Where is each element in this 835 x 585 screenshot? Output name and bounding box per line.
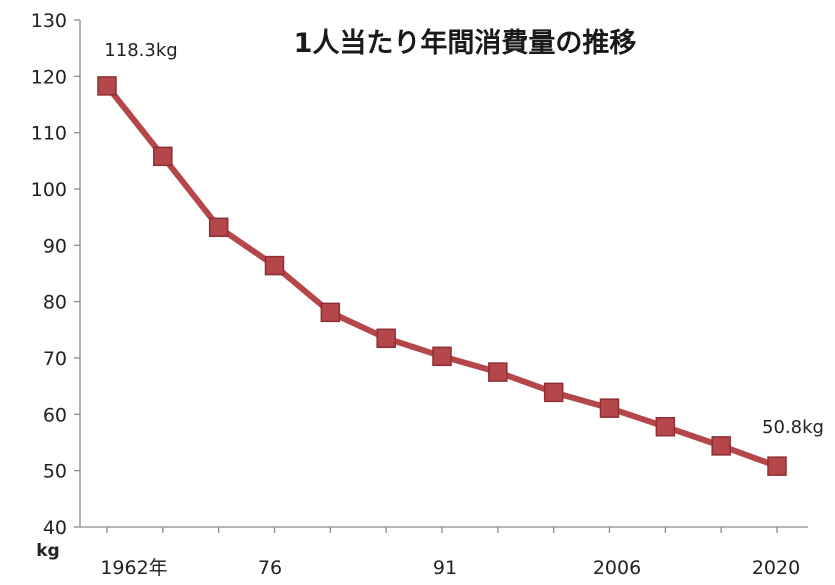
data-point-marker — [767, 456, 787, 476]
annotations: 118.3kg 50.8kg — [104, 40, 824, 438]
y-tick-labels: 40 50 60 70 80 90 100 110 120 130 — [31, 10, 67, 539]
series-line — [104, 82, 780, 470]
data-point-marker — [376, 328, 396, 349]
data-point-marker — [320, 302, 341, 323]
x-tick-label: 1962年 — [100, 557, 167, 579]
data-label: 118.3kg — [104, 40, 177, 61]
data-point-marker — [655, 416, 676, 437]
y-tick-label: 100 — [31, 179, 67, 201]
data-point-marker — [488, 362, 508, 382]
series-group — [97, 76, 787, 476]
x-tick-label: 76 — [258, 557, 282, 579]
y-tick-label: 90 — [43, 235, 67, 257]
data-point-marker — [153, 146, 173, 167]
x-tick-labels: 1962年 76 91 2006 2020 — [100, 557, 800, 579]
chart-title: 1人当たり年間消費量の推移 — [294, 27, 637, 59]
y-tick-label: 40 — [43, 517, 67, 539]
y-tick-label: 130 — [31, 10, 67, 32]
y-tick-label: 70 — [43, 348, 67, 370]
data-point-marker — [208, 217, 229, 238]
y-tick-label: 80 — [43, 292, 67, 314]
y-axis-unit-label: kg — [36, 541, 59, 561]
x-tick-label: 2006 — [593, 557, 641, 579]
data-point-marker — [432, 346, 452, 367]
y-tick-label: 120 — [31, 66, 67, 88]
y-tick-label: 50 — [43, 461, 67, 483]
y-tick-label: 110 — [31, 123, 67, 145]
axes — [74, 19, 808, 533]
data-point-marker — [97, 76, 117, 96]
data-point-marker — [543, 382, 564, 403]
data-point-marker — [264, 255, 285, 276]
data-label: 50.8kg — [762, 417, 824, 438]
data-point-marker — [711, 436, 731, 456]
y-tick-label: 60 — [43, 404, 67, 426]
x-tick-label: 91 — [433, 557, 457, 579]
data-point-marker — [599, 398, 620, 418]
x-tick-label: 2020 — [752, 557, 800, 579]
